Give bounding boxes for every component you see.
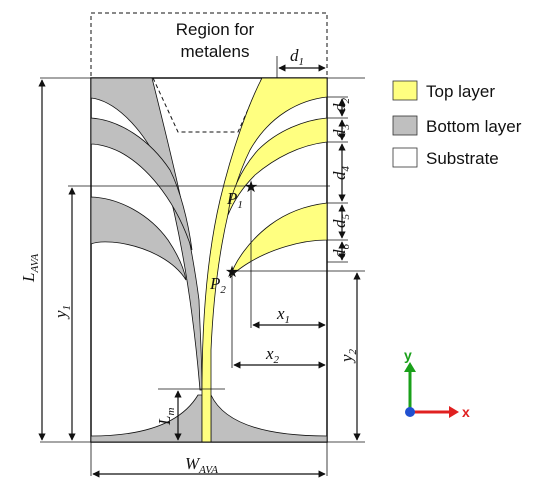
legend-label-bottom: Bottom layer <box>426 117 522 136</box>
label-Lm: Lm <box>155 408 177 426</box>
bottom-flare-2 <box>90 117 193 251</box>
label-P1: P1 <box>226 189 243 211</box>
label-d1: d1 <box>290 46 304 68</box>
top-flare-2 <box>229 202 328 279</box>
p2-star: ★ <box>225 264 239 281</box>
label-x2: x2 <box>265 344 280 366</box>
bottom-base-right <box>210 394 328 443</box>
label-d2: d2 <box>330 98 352 113</box>
top-main-stem <box>201 77 328 443</box>
legend-swatch-top <box>392 80 418 101</box>
y-axis-label: y <box>404 347 412 363</box>
label-L-AVA: LAVA <box>19 253 41 283</box>
legend-swatch-bottom <box>392 115 418 136</box>
bottom-flare-3 <box>90 196 187 281</box>
axis-triad: y x <box>404 347 470 420</box>
label-x1: x1 <box>276 304 290 326</box>
label-d3: d3 <box>330 124 352 139</box>
top-layer <box>201 77 328 443</box>
dimension-arrows <box>38 64 361 478</box>
legend-label-substrate: Substrate <box>426 149 499 168</box>
top-flare-1 <box>227 117 328 216</box>
p1-star: ★ <box>244 179 258 196</box>
metalens-region-box <box>90 12 328 79</box>
legend: Top layer Bottom layer Substrate <box>392 80 522 168</box>
label-d5: d5 <box>330 214 352 229</box>
x-axis-label: x <box>462 404 470 420</box>
math-labels: d1 d2 d3 d4 d5 d6 P1 P2 x1 x2 y1 y2 LAVA… <box>19 46 359 476</box>
z-axis-origin <box>405 407 415 417</box>
bottom-layer <box>90 77 328 443</box>
region-title-line2: metalens <box>181 42 250 61</box>
legend-label-top: Top layer <box>426 82 495 101</box>
extension-lines <box>40 56 365 476</box>
label-d4: d4 <box>330 166 352 181</box>
label-y1: y1 <box>51 305 73 320</box>
x-axis-head <box>449 406 459 418</box>
region-title-line1: Region for <box>176 20 255 39</box>
label-y2: y2 <box>337 348 359 364</box>
legend-swatch-substrate <box>392 147 418 168</box>
label-W-AVA: WAVA <box>185 454 218 476</box>
label-d6: d6 <box>330 244 352 259</box>
y-axis-head <box>404 362 416 372</box>
label-P2: P2 <box>209 274 226 296</box>
